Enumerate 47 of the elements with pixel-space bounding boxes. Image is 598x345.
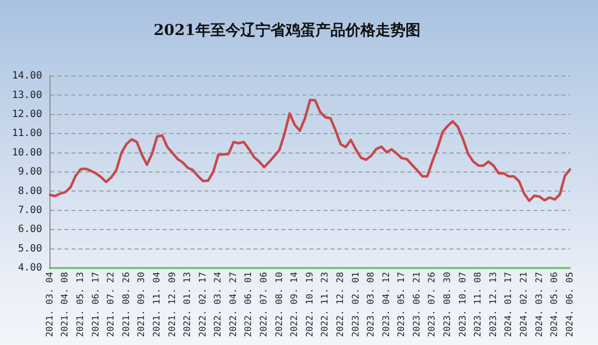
x-tick-label: 2021. 05. 13 xyxy=(76,272,86,338)
x-tick-label: 2022. 01. 13 xyxy=(183,272,194,338)
x-tick-label: 2021. 03. 04 xyxy=(45,272,56,338)
x-tick-label: 2023. 10. 07 xyxy=(458,272,468,338)
x-tick-label: 2024. 03. 27 xyxy=(534,272,545,338)
x-tick-label: 2021. 08. 26 xyxy=(122,272,132,338)
x-tick-label: 2023. 07. 26 xyxy=(428,272,438,338)
y-tick-label: 14.00 xyxy=(12,70,42,82)
x-tick-label: 2023. 11. 08 xyxy=(474,272,484,338)
x-tick-label: 2023. 08. 30 xyxy=(443,272,454,338)
y-tick-label: 12.00 xyxy=(12,108,42,120)
y-tick-label: 5.00 xyxy=(18,243,42,254)
y-tick-label: 9.00 xyxy=(18,166,42,178)
x-tick-label: 2024. 01. 17 xyxy=(504,272,514,338)
x-tick-label: 2024. 02. 21 xyxy=(519,272,530,338)
x-tick-label: 2022. 11. 23 xyxy=(320,272,331,338)
y-tick-label: 4.00 xyxy=(18,262,42,274)
x-tick-label: 2022. 08. 10 xyxy=(274,272,285,338)
x-tick-label: 2024. 05. 06 xyxy=(550,272,560,338)
x-tick-label: 2023. 12. 13 xyxy=(488,272,499,338)
x-tick-label: 2023. 05. 17 xyxy=(397,272,408,338)
x-tick-label: 2021. 06. 17 xyxy=(91,272,102,338)
x-tick-label: 2023. 06. 21 xyxy=(412,272,422,338)
x-tick-label: 2023. 04. 12 xyxy=(382,272,392,338)
x-tick-label: 2021. 07. 22 xyxy=(106,272,117,338)
x-tick-label: 2021. 09. 30 xyxy=(137,272,148,338)
y-tick-label: 7.00 xyxy=(18,204,42,216)
y-tick-label: 10.00 xyxy=(12,147,42,158)
y-tick-label: 8.00 xyxy=(18,186,42,197)
y-tick-label: 6.00 xyxy=(18,224,42,236)
x-tick-label: 2021. 12. 09 xyxy=(168,272,178,338)
x-tick-label: 2022. 12. 28 xyxy=(336,272,346,338)
x-tick-label: 2021. 11. 04 xyxy=(152,272,162,338)
x-tick-label: 2021. 04. 08 xyxy=(60,272,71,338)
x-tick-label: 2022. 06. 01 xyxy=(244,272,254,338)
y-tick-label: 13.00 xyxy=(12,90,42,101)
x-tick-label: 2022. 04. 27 xyxy=(228,272,239,338)
x-tick-label: 2022. 10. 19 xyxy=(305,272,316,338)
x-tick-label: 2022. 03. 24 xyxy=(214,272,224,338)
x-tick-label: 2023. 02. 01 xyxy=(351,272,362,338)
y-tick-label: 11.00 xyxy=(12,128,42,140)
x-tick-label: 2022. 02. 17 xyxy=(198,272,208,338)
x-tick-label: 2023. 03. 08 xyxy=(366,272,377,338)
chart-title: 2021年至今辽宁省鸡蛋产品价格走势图 xyxy=(154,20,420,39)
x-tick-label: 2022. 09. 14 xyxy=(290,272,300,338)
x-tick-label: 2022. 07. 06 xyxy=(260,272,270,338)
x-tick-label: 2024. 06. 05 xyxy=(565,272,576,338)
